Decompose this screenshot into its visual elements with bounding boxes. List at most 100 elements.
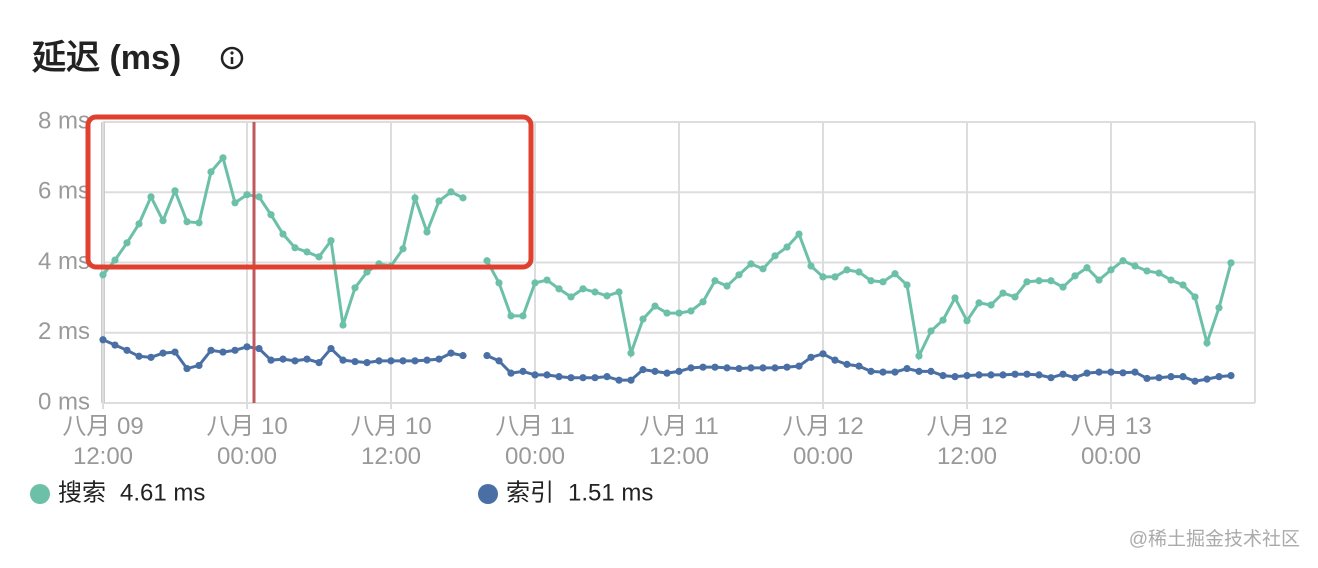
data-point: [171, 187, 179, 195]
data-point: [159, 217, 167, 225]
data-point: [819, 350, 827, 358]
data-point: [207, 346, 215, 354]
data-point: [207, 168, 215, 176]
data-point: [915, 367, 923, 375]
y-tick-label: 8 ms: [38, 107, 90, 134]
data-point: [675, 367, 683, 375]
data-point: [1083, 369, 1091, 377]
legend-swatch: [478, 484, 498, 504]
x-tick-label: 八月 13 00:00: [1070, 413, 1152, 470]
data-point: [183, 218, 191, 226]
data-point: [699, 363, 707, 371]
data-point: [603, 292, 611, 300]
data-point: [195, 219, 203, 227]
data-point: [603, 373, 611, 381]
data-point: [411, 194, 419, 202]
data-point: [867, 277, 875, 285]
data-point: [399, 357, 407, 365]
y-tick-label: 6 ms: [38, 178, 90, 205]
data-point: [891, 270, 899, 278]
data-point: [1047, 277, 1055, 285]
data-point: [1023, 370, 1031, 378]
data-point: [987, 371, 995, 379]
data-point: [363, 359, 371, 367]
data-point: [615, 288, 623, 296]
data-point: [819, 273, 827, 281]
data-point: [639, 315, 647, 323]
data-point: [999, 289, 1007, 297]
data-point: [1035, 277, 1043, 285]
data-point: [1227, 259, 1235, 267]
data-point: [903, 364, 911, 373]
data-point: [699, 298, 707, 306]
data-point: [1203, 375, 1211, 383]
data-point: [1155, 269, 1163, 277]
data-point: [1215, 373, 1223, 381]
data-point: [363, 268, 371, 276]
data-point: [759, 364, 767, 372]
data-point: [963, 372, 971, 380]
data-point: [1191, 293, 1199, 301]
data-point: [435, 355, 443, 363]
data-point: [483, 257, 491, 265]
data-point: [291, 357, 299, 365]
data-point: [1023, 278, 1031, 286]
data-point: [255, 193, 263, 201]
data-point: [627, 349, 635, 357]
info-icon[interactable]: [220, 46, 244, 70]
data-point: [567, 374, 575, 382]
data-point: [675, 309, 683, 317]
data-point: [555, 285, 563, 293]
data-point: [735, 364, 743, 373]
data-point: [771, 364, 779, 372]
data-point: [1059, 370, 1067, 378]
data-point: [435, 197, 443, 205]
data-point: [495, 279, 503, 287]
legend-label: 搜索: [58, 479, 106, 506]
x-tick-label: 八月 09 12:00: [62, 413, 144, 470]
data-point: [951, 294, 959, 302]
data-point: [1143, 374, 1151, 383]
data-point: [519, 312, 527, 320]
data-point: [243, 191, 251, 199]
data-point: [735, 271, 743, 279]
data-point: [459, 351, 467, 360]
data-point: [879, 278, 887, 286]
data-point: [507, 312, 515, 320]
data-point: [1119, 257, 1127, 265]
data-point: [867, 367, 875, 375]
data-point: [183, 364, 191, 373]
data-point: [351, 284, 359, 292]
data-point: [975, 299, 983, 307]
data-point: [1095, 368, 1103, 376]
y-tick-label: 2 ms: [38, 318, 90, 345]
data-point: [723, 364, 731, 372]
data-point: [615, 376, 623, 384]
data-point: [171, 348, 179, 356]
data-point: [315, 359, 323, 367]
data-point: [843, 360, 851, 368]
data-point: [483, 351, 491, 360]
data-point: [1227, 372, 1235, 380]
watermark: @稀土掘金技术社区: [1129, 528, 1300, 550]
data-point: [111, 256, 119, 264]
data-point: [339, 321, 347, 329]
legend-item: 索引 1.51 ms: [478, 479, 653, 506]
data-point: [111, 341, 119, 349]
data-point: [255, 344, 263, 353]
data-point: [1179, 281, 1187, 289]
data-point: [543, 276, 551, 284]
data-point: [1083, 264, 1091, 272]
data-point: [447, 349, 455, 357]
data-point: [303, 248, 311, 256]
data-point: [1167, 276, 1175, 284]
data-point: [303, 355, 311, 363]
data-point: [279, 355, 287, 363]
data-point: [1071, 374, 1079, 382]
data-point: [279, 230, 287, 238]
data-point: [915, 352, 923, 360]
chart-title: 延迟 (ms): [32, 39, 181, 77]
series: [99, 336, 1235, 385]
data-point: [831, 273, 839, 281]
data-point: [1155, 374, 1163, 382]
